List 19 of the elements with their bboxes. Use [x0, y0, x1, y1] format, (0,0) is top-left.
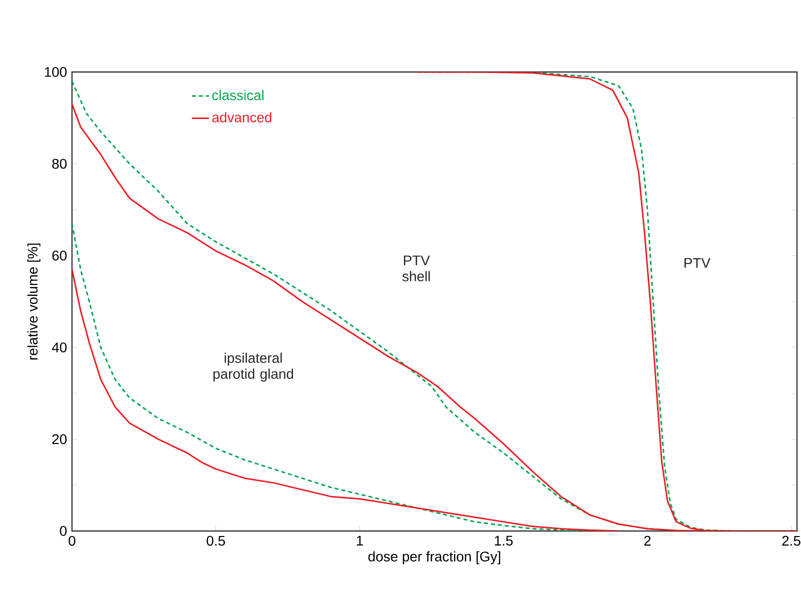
y-tick-label: 80 — [52, 158, 67, 169]
x-axis-title: dose per fraction [Gy] — [368, 551, 500, 564]
y-tick-label: 0 — [60, 526, 67, 536]
y-tick-label: 100 — [44, 67, 67, 77]
x-tick-label: 2.5 — [782, 536, 800, 546]
annotation: PTV shell — [402, 256, 430, 282]
y-axis-title: relative volume [%] — [27, 244, 40, 360]
x-tick-label: 0.5 — [206, 536, 225, 546]
x-tick-label: 0 — [68, 536, 76, 546]
y-tick-label: 20 — [52, 434, 67, 444]
x-tick-label: 1.5 — [494, 536, 513, 546]
annotation: ipsilateral parotid gland — [213, 352, 294, 382]
x-tick-label: 1 — [356, 536, 363, 546]
y-tick-label: 40 — [52, 342, 67, 352]
legend-label: classical — [212, 90, 264, 100]
legend-label: advanced — [212, 112, 272, 122]
x-tick-label: 2 — [644, 536, 651, 546]
y-tick-label: 60 — [52, 250, 67, 261]
annotation: PTV — [684, 258, 710, 268]
